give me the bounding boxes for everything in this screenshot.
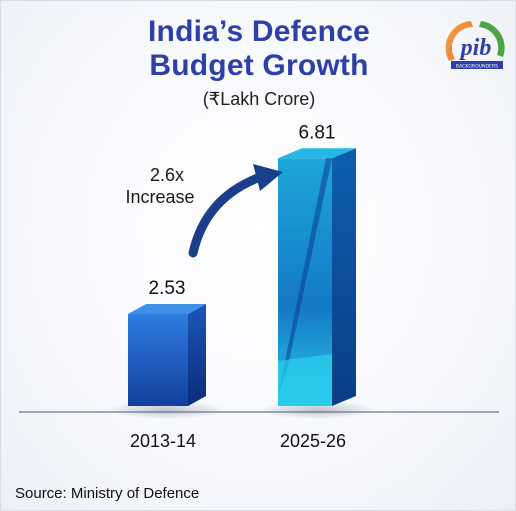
increase-arrow-icon [188, 171, 268, 258]
svg-text:BACKGROUNDERS: BACKGROUNDERS [456, 64, 498, 70]
annotation-line-1: 2.6x [150, 165, 184, 185]
annotation-line-2: Increase [125, 187, 194, 207]
category-label-2013-14: 2013-14 [130, 431, 196, 451]
bar-2013-14 [108, 303, 226, 419]
category-label-2025-26: 2025-26 [280, 431, 346, 451]
bar-top-face [128, 303, 206, 314]
bar-2025-26 [258, 148, 376, 419]
increase-arrow-head-icon [253, 164, 283, 191]
value-label-2025-26: 6.81 [299, 122, 336, 143]
pib-logo-icon: pib BACKGROUNDERS [445, 21, 505, 70]
bar-side-face [188, 303, 206, 406]
source-note: Source: Ministry of Defence [15, 485, 200, 502]
bar-top-face [278, 148, 356, 159]
bar-gloss [278, 158, 332, 396]
value-label-2013-14: 2.53 [149, 278, 186, 299]
bar-front-face [128, 313, 188, 406]
title-line-2: Budget Growth [149, 49, 369, 82]
svg-text:pib: pib [459, 35, 492, 61]
bar-base-highlight [278, 354, 332, 406]
title-line-1: India’s Defence [148, 15, 370, 48]
unit-label: (₹Lakh Crore) [202, 89, 316, 109]
bar-side-face [332, 148, 356, 406]
